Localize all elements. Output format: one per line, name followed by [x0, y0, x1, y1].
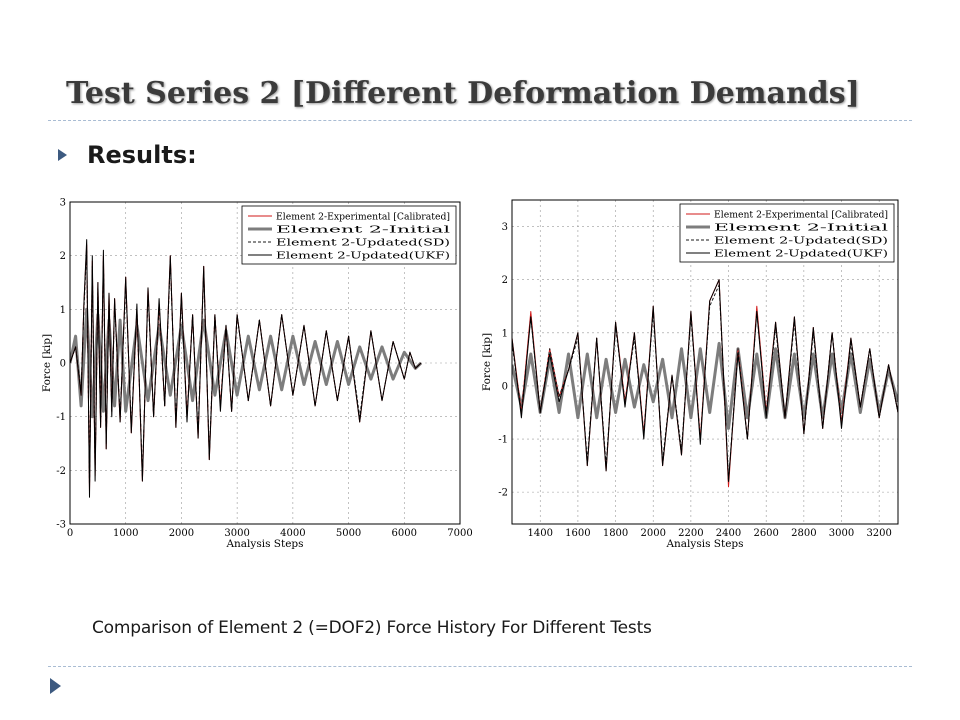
slide-title: Test Series 2 [Different Deformation Dem…	[66, 76, 860, 111]
legend-box	[241, 205, 457, 265]
series-line-ukf	[70, 239, 422, 498]
y-tick-label: 1	[60, 305, 66, 316]
series-line-ukf	[512, 279, 898, 482]
bullet-triangle-icon	[58, 149, 67, 161]
bullet-text: Results:	[87, 141, 197, 169]
x-axis-label: Analysis Steps	[665, 538, 743, 550]
y-tick-label: 3	[60, 198, 66, 209]
chart-left: 0 1000 2000 3000 4000 5000 6000 7000 -3 -2 -1 0 1 2 3 A…	[41, 198, 473, 551]
x-tick-label: 0	[67, 528, 73, 539]
legend-label: Element 2-Updated(UKF)	[276, 251, 450, 262]
plot-frame	[69, 201, 461, 525]
x-tick-label: 2600	[753, 528, 778, 539]
x-tick-label: 1400	[528, 528, 553, 539]
series-line-initial	[70, 307, 423, 419]
x-tick-label: 4000	[280, 528, 305, 539]
footer-triangle-icon	[50, 678, 61, 694]
x-tick-label: 1800	[603, 528, 628, 539]
x-tick-label: 2200	[678, 528, 703, 539]
footer-divider	[48, 666, 912, 667]
legend-label: Element 2-Updated(SD)	[276, 238, 450, 249]
y-tick-label: 3	[502, 222, 508, 233]
x-tick-label: 3000	[224, 528, 249, 539]
legend-label: Element 2-Experimental [Calibrated]	[276, 212, 450, 223]
y-tick-label: -2	[56, 466, 66, 477]
legend-label: Element 2-Experimental [Calibrated]	[714, 210, 888, 221]
figure-caption: Comparison of Element 2 (=DOF2) Force Hi…	[92, 618, 652, 638]
legend-box	[679, 203, 895, 263]
legend-label: Element 2-Updated(SD)	[714, 236, 888, 247]
y-tick-label: -1	[56, 412, 66, 423]
x-tick-label: 7000	[447, 528, 472, 539]
x-tick-label: 5000	[336, 528, 361, 539]
legend-label: Element 2-Updated(UKF)	[714, 249, 888, 260]
y-tick-label: -2	[498, 488, 508, 499]
y-tick-label: 2	[60, 251, 66, 262]
x-tick-label: 6000	[392, 528, 417, 539]
plot-frame	[511, 199, 899, 525]
y-tick-label: -1	[498, 435, 508, 446]
x-tick-label: 2800	[791, 528, 816, 539]
y-axis-label: Force [kip]	[481, 333, 493, 391]
legend-label: Element 2-Initial	[276, 225, 450, 236]
chart-right: 1400 1600 1800 2000 2200 2400 2600 2800 3000 3200…	[481, 199, 899, 550]
y-tick-label: 2	[502, 275, 508, 286]
x-tick-label: 3000	[829, 528, 854, 539]
x-tick-label: 2400	[716, 528, 741, 539]
x-tick-label: 1000	[113, 528, 138, 539]
y-axis-label: Force [kip]	[41, 334, 53, 392]
y-tick-label: 0	[502, 381, 508, 392]
x-axis-label: Analysis Steps	[225, 538, 303, 550]
title-divider	[48, 120, 912, 121]
legend-label: Element 2-Initial	[714, 223, 888, 234]
series-line-initial	[512, 341, 898, 430]
bullet-row: Results:	[58, 140, 197, 170]
y-tick-label: 1	[502, 328, 508, 339]
y-tick-label: -3	[56, 520, 66, 531]
x-tick-label: 3200	[866, 528, 891, 539]
x-tick-label: 1600	[565, 528, 590, 539]
y-tick-label: 0	[60, 359, 66, 370]
x-tick-label: 2000	[640, 528, 665, 539]
x-tick-label: 2000	[169, 528, 194, 539]
